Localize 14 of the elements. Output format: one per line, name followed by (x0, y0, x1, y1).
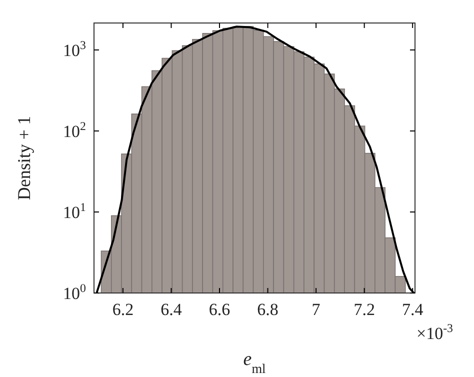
y-tick-label: 10$^{3}$ (63, 38, 86, 60)
x-axis-title: e$_{ml}$ (243, 349, 266, 376)
y-axis-title: Density + 1 (14, 116, 34, 200)
y-tick-label: 10$^{0}$ (63, 281, 86, 303)
x-tick-label: 6.6 (208, 300, 230, 320)
x-tick-label: 6.2 (112, 300, 134, 320)
x-tick-label: 6.8 (257, 300, 278, 320)
x-tick-label: 7.4 (402, 300, 424, 320)
text: ×10$^{-3}$ (416, 321, 454, 343)
y-tick-label: 10$^{2}$ (63, 118, 86, 141)
y-tick-label: 10$^{1}$ (63, 200, 86, 222)
x-tick-label: 6.4 (160, 300, 182, 320)
x-tick-label: 7 (312, 300, 321, 320)
x-tick-label: 7.2 (354, 300, 375, 320)
